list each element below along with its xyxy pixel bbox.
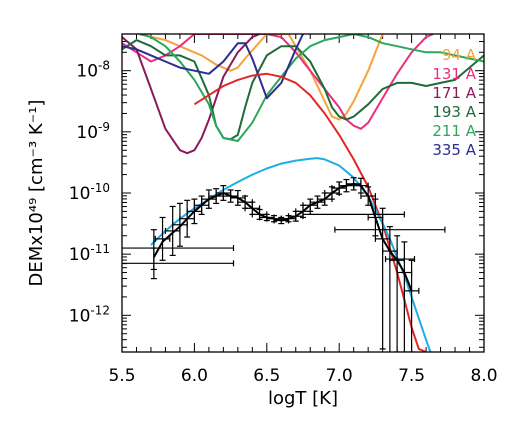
x-tick-label: 5.5 (108, 366, 135, 386)
x-tick-label: 6.0 (181, 366, 208, 386)
y-tick-label: 10-8 (76, 59, 110, 82)
series-line-1 (122, 34, 434, 130)
data-point (172, 202, 188, 247)
y-tick-label: 10-10 (69, 181, 110, 204)
series-line-7 (150, 157, 432, 352)
legend-entry: 193 A (432, 103, 476, 121)
y-tick-label: 10-12 (69, 303, 110, 326)
data-point (302, 211, 405, 218)
x-tick-label: 8.0 (470, 366, 497, 386)
y-tick-label: 10-11 (69, 242, 110, 265)
data-point (403, 259, 420, 352)
y-tick-labels: 10-8 10-9 10-10 10-11 10-12 (69, 59, 110, 327)
series-line-5 (122, 34, 304, 100)
data-point (334, 226, 446, 233)
data-point (122, 229, 235, 271)
data-point (360, 186, 376, 206)
series-line-8 (153, 182, 413, 292)
legend-entry: 335 A (432, 141, 476, 159)
x-tick-label: 7.0 (326, 366, 353, 386)
data-point (396, 241, 413, 352)
series-line-3 (122, 39, 484, 141)
series-line-4 (139, 34, 484, 142)
legend-entry: 211 A (432, 122, 476, 140)
data-point (382, 226, 398, 352)
data-point (179, 199, 195, 238)
data-points-layer (122, 177, 446, 352)
data-point (215, 185, 232, 201)
x-axis-label: logT [K] (268, 388, 338, 409)
tick-marks (121, 34, 485, 352)
data-point (154, 216, 171, 261)
data-point (353, 177, 369, 194)
series-line-0 (139, 34, 384, 121)
series-line-2 (122, 34, 260, 155)
data-point (384, 256, 416, 263)
y-axis-label: DEMx10⁴⁹ [cm⁻³ K⁻¹] (26, 100, 47, 287)
x-tick-labels: 5.5 6.0 6.5 7.0 7.5 8.0 (108, 366, 497, 386)
x-tick-label: 6.5 (253, 366, 280, 386)
series-layer (122, 34, 484, 352)
y-tick-label: 10-9 (76, 120, 110, 143)
legend-entry: 171 A (432, 84, 476, 102)
legend-entry: 94 A (442, 46, 477, 64)
plot-frame (121, 33, 485, 353)
x-tick-label: 7.5 (398, 366, 425, 386)
legend-entry: 131 A (432, 65, 476, 83)
